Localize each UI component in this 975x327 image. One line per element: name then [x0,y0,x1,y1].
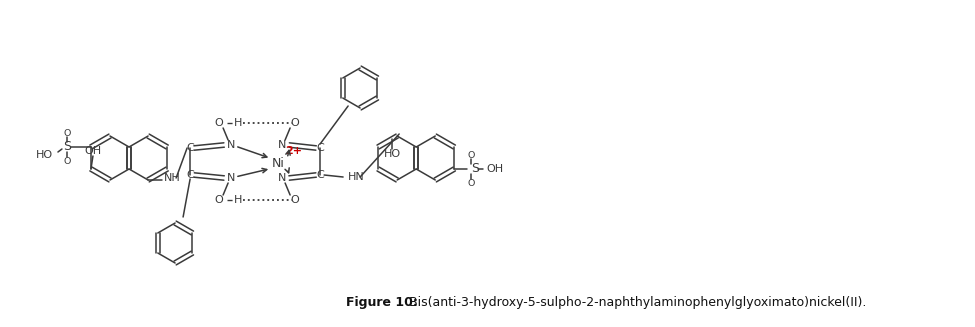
Text: O: O [214,195,223,205]
Text: O: O [468,150,475,160]
Text: S: S [63,141,71,153]
Text: S: S [471,163,480,176]
Text: C: C [316,143,324,153]
Text: N: N [227,173,235,183]
Text: H: H [234,195,243,205]
Text: Bis(anti-3-hydroxy-5-sulpho-2-naphthylaminophenylglyoximato)nickel(II).: Bis(anti-3-hydroxy-5-sulpho-2-naphthylam… [405,296,866,309]
Text: N: N [278,173,287,183]
Text: NH: NH [164,173,180,183]
Text: N: N [278,140,287,150]
Text: HO: HO [36,150,53,160]
Text: C: C [186,143,194,153]
Text: H: H [234,118,243,128]
Text: C: C [316,170,324,180]
Text: O: O [63,157,70,165]
Text: O: O [291,195,299,205]
Text: 2+: 2+ [286,146,302,156]
Text: HO: HO [383,149,401,159]
Text: O: O [291,118,299,128]
Text: O: O [63,129,70,137]
Text: C: C [186,170,194,180]
Text: N: N [227,140,235,150]
Text: Figure 10:: Figure 10: [346,296,418,309]
Text: OH: OH [487,164,503,174]
Text: OH: OH [85,146,101,156]
Text: O: O [214,118,223,128]
Text: O: O [468,179,475,187]
Text: HN: HN [348,172,365,182]
Text: Ni: Ni [272,157,285,170]
